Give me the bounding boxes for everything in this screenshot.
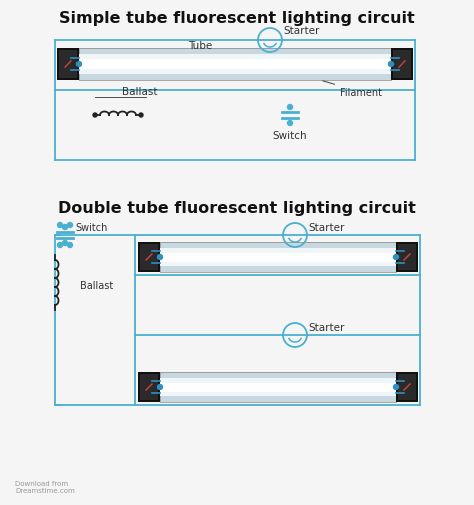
Circle shape [57,223,63,228]
Circle shape [63,225,67,230]
Bar [160,248,396,267]
Circle shape [393,385,399,390]
Circle shape [67,223,73,228]
Bar [138,242,160,273]
Text: Starter: Starter [308,223,345,232]
Bar [160,372,396,402]
Bar [396,242,418,273]
Bar [160,378,396,396]
Bar [398,244,416,271]
Circle shape [157,255,163,260]
Bar [140,244,158,271]
Circle shape [389,63,393,67]
Circle shape [93,114,97,118]
Bar [59,51,77,79]
Circle shape [157,385,163,390]
Text: Switch: Switch [273,131,307,141]
Text: Tube: Tube [188,41,212,51]
Circle shape [288,105,292,110]
Bar [396,372,418,402]
Text: Double tube fluorescent lighting circuit: Double tube fluorescent lighting circuit [58,200,416,216]
Bar [79,55,391,74]
Circle shape [67,243,73,248]
Text: Ballast: Ballast [80,280,113,290]
Text: Switch: Switch [75,223,108,232]
Circle shape [63,241,67,246]
Bar [160,253,396,262]
Bar [398,374,416,400]
Bar [138,372,160,402]
Bar [391,49,413,81]
Text: Simple tube fluorescent lighting circuit: Simple tube fluorescent lighting circuit [59,11,415,26]
Bar [79,49,391,81]
Circle shape [288,121,292,126]
Circle shape [57,243,63,248]
Bar [160,242,396,273]
Circle shape [76,63,82,67]
Circle shape [393,255,399,260]
Text: Starter: Starter [308,322,345,332]
Text: Ballast: Ballast [122,87,158,97]
Text: Filament: Filament [323,82,382,98]
Bar [160,383,396,392]
Text: Download from
Dreamstime.com: Download from Dreamstime.com [15,480,75,493]
Circle shape [139,114,143,118]
Bar [57,49,79,81]
Text: Starter: Starter [283,26,319,36]
Bar [79,60,391,70]
Bar [393,51,411,79]
Bar [140,374,158,400]
